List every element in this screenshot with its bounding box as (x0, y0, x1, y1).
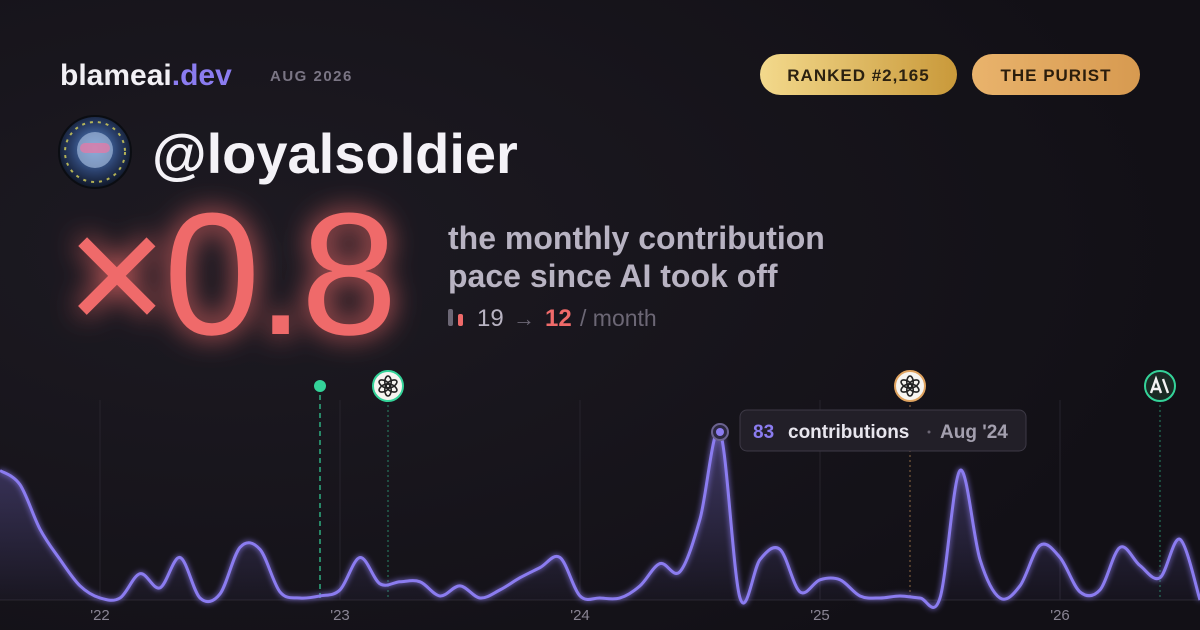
x-tick-label: '25 (810, 607, 830, 624)
pace-arrow: → (513, 306, 535, 331)
highlight-dot (716, 428, 724, 436)
glyph-petal (378, 379, 391, 389)
line (0, 429, 1200, 609)
handle: @loyalsoldier (152, 122, 518, 185)
badge (760, 54, 957, 95)
tooltip-date: Aug '24 (940, 422, 1008, 443)
date: AUG 2026 (270, 68, 353, 85)
avatar (58, 115, 132, 189)
badge-label: THE PURIST (1000, 66, 1111, 85)
pace-unit: / month (580, 305, 657, 331)
event-icon (372, 370, 404, 402)
event-icon (1144, 370, 1176, 402)
tooltip-label: contributions (788, 422, 909, 443)
event-glyph (1149, 375, 1170, 394)
pace-after: 12 (545, 305, 572, 332)
event-glyph (900, 375, 920, 397)
tooltip-sep (927, 430, 931, 434)
pace-before: 19 (477, 305, 504, 332)
area (0, 430, 1200, 608)
glyph-petal (900, 379, 913, 389)
description: the monthly contribution (448, 220, 825, 256)
event-dot (314, 380, 326, 392)
description: pace since AI took off (448, 258, 778, 294)
x-tick-label: '23 (330, 607, 350, 624)
brand-name: blameai (60, 59, 172, 92)
tooltip-box (739, 409, 1027, 452)
badge (972, 54, 1140, 95)
tooltip: 83 contributions Aug '24 (739, 409, 1027, 452)
x-tick-label: '26 (1050, 607, 1070, 624)
event-glyph (378, 375, 398, 397)
chart: '22 '23 '24 '25 '26 83 contributions Aug '24 (0, 370, 1200, 624)
x-tick-label: '22 (90, 607, 110, 624)
x-tick-label: '24 (570, 607, 590, 624)
tooltip-value: 83 (753, 422, 774, 443)
pace-icon (458, 314, 463, 326)
event-icon (894, 370, 926, 402)
brand: blameai.dev (60, 59, 232, 92)
badge-label: RANKED #2,165 (787, 66, 929, 85)
pace-icon (448, 309, 453, 326)
multiplier: ×0.8 (66, 176, 394, 371)
glyph-a (1149, 375, 1170, 394)
brand-suffix: .dev (172, 59, 232, 92)
